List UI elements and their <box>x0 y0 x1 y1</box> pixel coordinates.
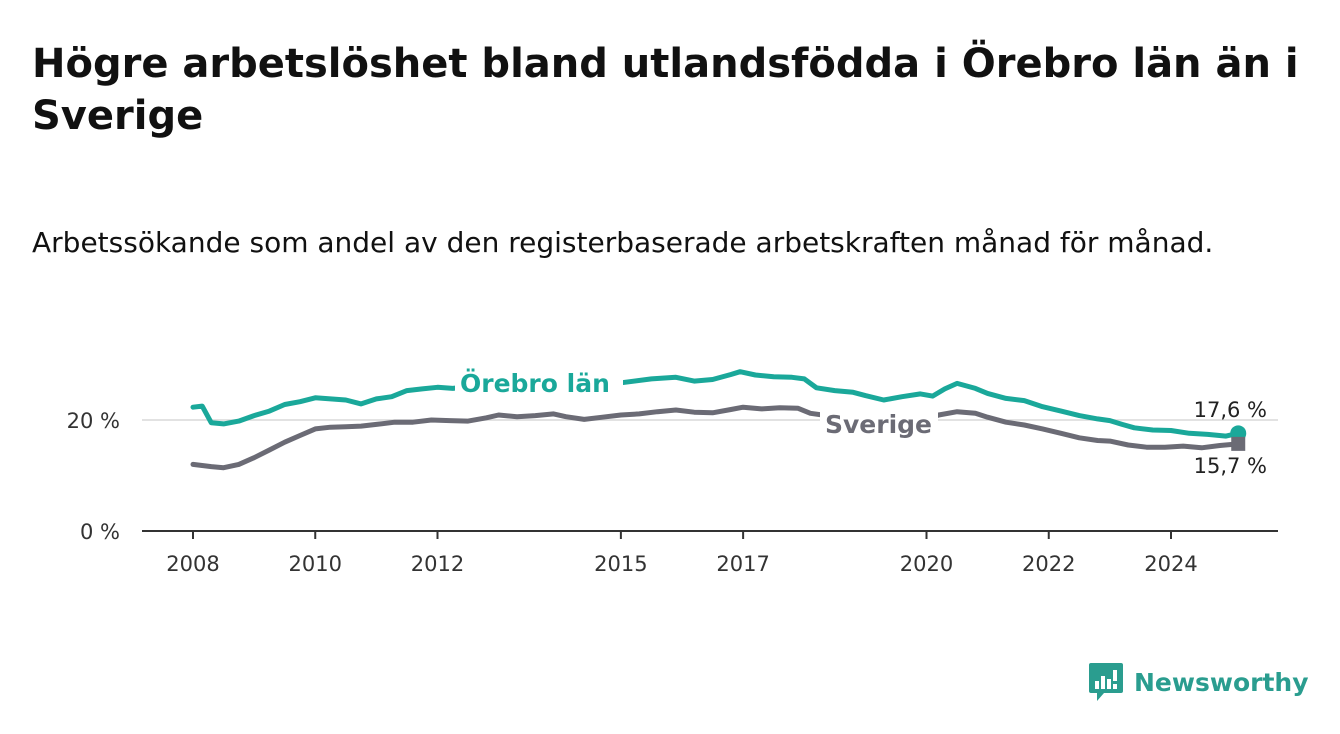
series-line-sverige <box>190 404 1241 471</box>
x-tick-label: 2020 <box>900 552 953 576</box>
series-label-bg <box>820 405 938 441</box>
newsworthy-logo: Newsworthy <box>1088 660 1309 704</box>
chart-title: Högre arbetslöshet bland utlandsfödda i … <box>32 41 1299 139</box>
x-tick-label: 2017 <box>716 552 769 576</box>
x-tick-label: 2022 <box>1022 552 1075 576</box>
x-tick-label: 2024 <box>1144 552 1197 576</box>
series-layer <box>190 369 1247 471</box>
series-label-bg <box>455 363 623 401</box>
x-tick-label: 2015 <box>594 552 647 576</box>
x-tick-label: 2008 <box>166 552 219 576</box>
end-label-sverige: 15,7 % <box>1194 454 1267 478</box>
y-tick-label: 20 % <box>67 409 120 433</box>
label-layer: Örebro län Sverige 17,6 % 15,7 % <box>455 363 1267 478</box>
end-point-marker <box>1231 436 1246 451</box>
brand-name: Newsworthy <box>1134 667 1309 697</box>
series-label-sverige: Sverige <box>825 410 932 439</box>
end-label-orebro: 17,6 % <box>1194 398 1267 422</box>
chart-subtitle: Arbetssökande som andel av den registerb… <box>32 226 1214 259</box>
x-tick-label: 2010 <box>289 552 342 576</box>
series-line-orebro <box>190 369 1241 439</box>
x-tick-label: 2012 <box>411 552 464 576</box>
newsworthy-logo-icon <box>1089 663 1123 701</box>
series-label-orebro: Örebro län <box>460 368 610 398</box>
x-axis: 0 % 20 % 2008 2010 2012 2015 2017 2020 2022 2024 <box>67 409 1278 576</box>
y-tick-label: 0 % <box>80 520 120 544</box>
